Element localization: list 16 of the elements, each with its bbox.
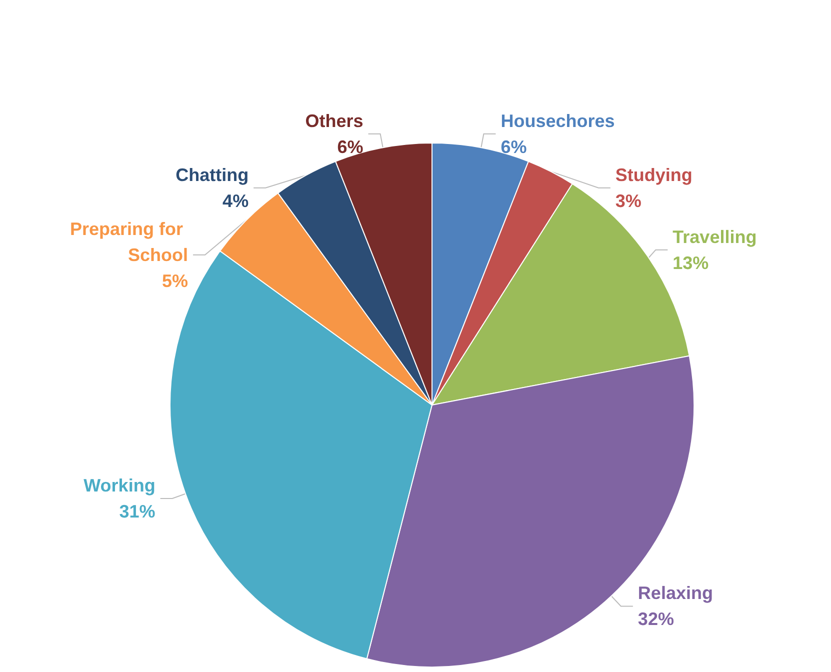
slice-label: Chatting (176, 164, 249, 185)
data-label: 6% (500, 136, 527, 157)
slice-label: Preparing for School (70, 218, 188, 265)
slice-label: Working (84, 475, 156, 496)
data-label: 3% (615, 190, 642, 211)
data-label: 5% (162, 270, 188, 291)
data-label: 32% (638, 609, 674, 630)
slice-label: Travelling (672, 226, 757, 247)
slice-label: Relaxing (638, 583, 713, 604)
slice-label: Housechores (500, 110, 615, 131)
data-label: 6% (337, 136, 364, 157)
data-label: 13% (672, 252, 709, 273)
slice-label: Others (305, 110, 364, 131)
data-label: 31% (119, 501, 156, 522)
slice-label: Studying (615, 164, 692, 185)
data-label: 4% (222, 190, 249, 211)
